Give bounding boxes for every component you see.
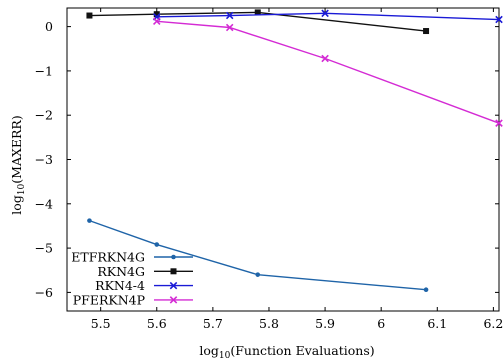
series-line [156,12,500,21]
x-tick-label: 5.5 [91,316,111,331]
legend-label: ETFRKN4G [71,250,145,265]
data-point [154,242,160,247]
y-axis-title: log10(MAXERR) [9,115,27,214]
legend-label: RKN4-4 [95,278,145,293]
data-point [255,272,261,277]
x-tick-label: 5.6 [147,316,167,331]
legend-label: RKN4G [97,264,145,279]
data-point [321,9,329,18]
x-axis-title: log10(Function Evaluations) [199,343,374,361]
data-point [495,15,503,24]
x-tick-label: 5.8 [259,316,279,331]
y-tick-label: −6 [35,285,53,300]
data-point [153,11,160,18]
y-tick-label: −4 [35,196,53,211]
data-point [321,54,329,63]
series-line [89,219,427,291]
y-tick-label: −3 [35,152,53,167]
legend-entry: RKN4G [97,264,193,279]
legend-marker [169,281,178,290]
legend-marker [169,296,178,304]
series-line [156,20,500,124]
y-axis: 0 −1 −2 −3 −4 −5 −6 [35,19,499,300]
y-tick-label: −5 [35,241,53,256]
x-tick-label: 6 [377,316,385,331]
series-line [89,11,427,32]
series-etfrkn4g [87,218,429,293]
data-point [254,9,261,16]
y-tick-label: −2 [35,108,53,123]
series-layer [86,9,503,293]
data-point [495,119,503,127]
legend-entry: RKN4-4 [95,278,193,293]
x-tick-label: 6.1 [427,316,447,331]
legend-marker [170,268,177,275]
data-point [423,287,429,293]
x-tick-label: 5.9 [315,316,335,331]
data-point [423,28,430,35]
x-tick-label: 5.7 [203,316,223,331]
legend-marker [171,254,176,260]
data-point [225,23,234,32]
data-point [86,12,93,19]
x-tick-label: 6.2 [483,316,503,331]
x-axis: 5.5 5.6 5.7 5.8 5.9 6 6.1 6.2 [91,8,503,331]
y-tick-label: 0 [45,19,53,34]
data-point [87,218,92,223]
series-rkn4g [86,9,430,35]
data-point [225,11,234,20]
data-point [153,17,161,26]
y-tick-label: −1 [35,63,53,78]
legend-label: PFERKN4P [73,292,145,307]
legend-entry: ETFRKN4G [71,250,193,265]
series-pferkn4p [153,17,503,127]
legend-entry: PFERKN4P [73,292,193,307]
